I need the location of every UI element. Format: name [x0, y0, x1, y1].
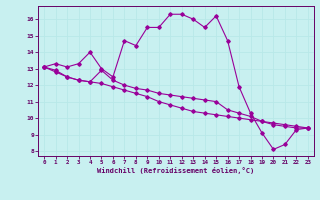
X-axis label: Windchill (Refroidissement éolien,°C): Windchill (Refroidissement éolien,°C)	[97, 167, 255, 174]
